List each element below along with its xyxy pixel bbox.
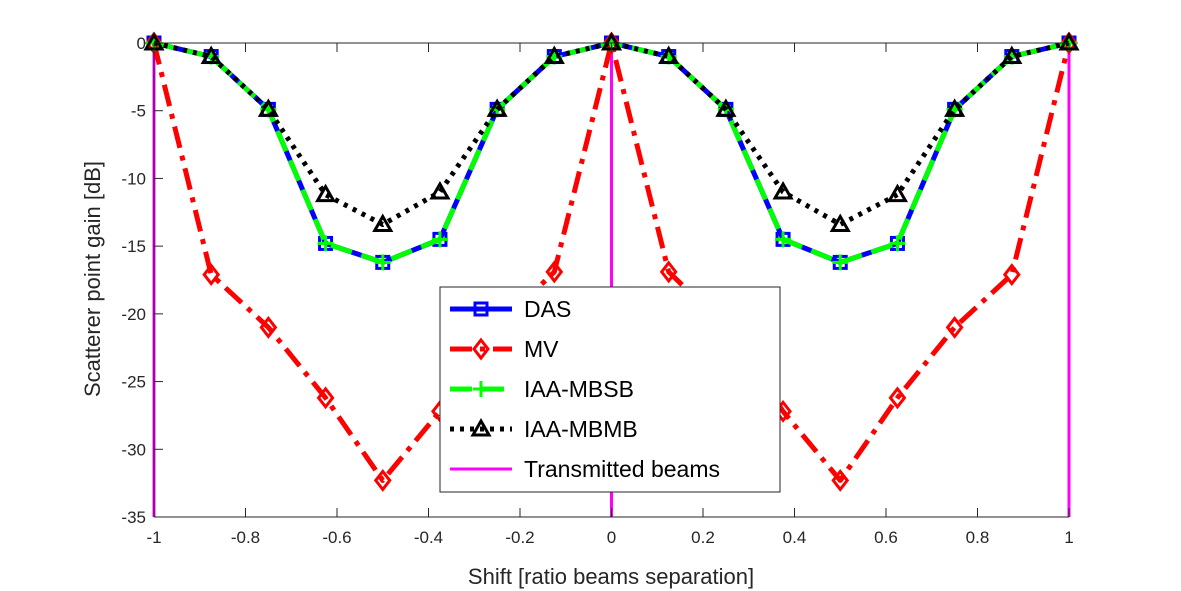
legend-marker-iaa-mbsb (473, 381, 489, 397)
data-point-mv-4 (373, 468, 392, 492)
data-point-mv-7 (545, 260, 564, 284)
legend-label-transmitted-beams: Transmitted beams (524, 456, 720, 482)
y-axis-title: Scatterer point gain [dB] (80, 161, 105, 397)
data-point-iaa-mbmb-11 (772, 180, 794, 200)
y-tick-label: -15 (121, 237, 146, 256)
data-point-iaa-mbsb-3 (317, 235, 334, 252)
legend-marker-das (473, 301, 489, 317)
y-tick-label: -10 (121, 169, 146, 188)
x-tick-label: 0 (607, 528, 616, 547)
y-tick-label: 0 (137, 34, 146, 53)
legend-marker-iaa-mbmb (470, 417, 492, 437)
data-point-iaa-mbmb-7 (543, 45, 565, 65)
data-point-mv-14 (945, 315, 964, 339)
data-point-iaa-mbmb-1 (200, 45, 222, 65)
x-tick-label: 0.8 (966, 528, 990, 547)
data-point-iaa-mbmb-9 (658, 45, 680, 65)
data-point-mv-9 (659, 260, 678, 284)
y-tick-label: -30 (121, 440, 146, 459)
y-tick-label: -20 (121, 305, 146, 324)
x-tick-label: 0.6 (874, 528, 898, 547)
legend-entry-iaa-mbmb: IAA-MBMB (450, 416, 638, 442)
x-tick-label: -0.6 (322, 528, 351, 547)
data-point-iaa-mbmb-13 (886, 183, 909, 203)
x-tick-label: 0.2 (691, 528, 715, 547)
x-tick-label: -0.2 (505, 528, 534, 547)
data-point-iaa-mbmb-15 (1001, 45, 1023, 65)
data-point-mv-12 (831, 468, 850, 492)
data-point-iaa-mbmb-10 (715, 98, 737, 117)
legend-marker-mv (472, 337, 490, 361)
data-point-iaa-mbmb-12 (829, 213, 851, 232)
data-point-iaa-mbsb-12 (832, 254, 849, 271)
legend-entry-mv: MV (450, 336, 559, 362)
x-tick-label: -0.4 (414, 528, 443, 547)
data-point-iaa-mbsb-5 (431, 231, 448, 248)
series-iaa-mbmb (143, 31, 1080, 232)
x-tick-label: -1 (146, 528, 161, 547)
legend-entry-das: DAS (450, 296, 571, 322)
data-point-mv-2 (259, 315, 278, 339)
legend-label-mv: MV (524, 336, 559, 362)
legend-label-iaa-mbmb: IAA-MBMB (524, 416, 638, 442)
data-point-iaa-mbmb-4 (372, 213, 394, 232)
data-point-iaa-mbmb-2 (257, 98, 279, 117)
data-point-mv-15 (1002, 263, 1021, 287)
y-tick-label: -35 (121, 508, 146, 527)
data-point-iaa-mbmb-5 (429, 180, 451, 200)
legend-entry-transmitted-beams: Transmitted beams (450, 456, 720, 482)
legend-entry-iaa-mbsb: IAA-MBSB (450, 376, 634, 402)
data-point-iaa-mbsb-13 (889, 235, 906, 252)
x-tick-label: 0.4 (783, 528, 807, 547)
data-point-iaa-mbmb-6 (486, 98, 508, 117)
legend-label-das: DAS (524, 296, 571, 322)
series-line-mv (151, 40, 1072, 483)
data-point-iaa-mbmb-3 (314, 183, 337, 203)
x-tick-label: -0.8 (231, 528, 260, 547)
data-point-iaa-mbsb-11 (775, 231, 792, 248)
y-tick-label: -5 (131, 102, 146, 121)
data-point-mv-1 (202, 263, 221, 287)
data-point-iaa-mbmb-14 (944, 98, 966, 117)
data-point-mv-3 (316, 386, 335, 410)
data-point-iaa-mbsb-4 (374, 254, 391, 271)
y-tick-label: -25 (121, 373, 146, 392)
data-point-mv-13 (888, 386, 907, 410)
x-tick-label: 1 (1064, 528, 1073, 547)
x-axis-title: Shift [ratio beams separation] (468, 564, 754, 589)
ticks-layer: -1 -0.8 -0.6 -0.4 -0.2 0 0.2 0.4 0.6 0.8 1 0 -5 -10 -1… (121, 34, 1073, 547)
legend: DAS MV IAA-MBSB IAA-MBMB Transmitted beams (439, 286, 781, 493)
legend-label-iaa-mbsb: IAA-MBSB (524, 376, 634, 402)
